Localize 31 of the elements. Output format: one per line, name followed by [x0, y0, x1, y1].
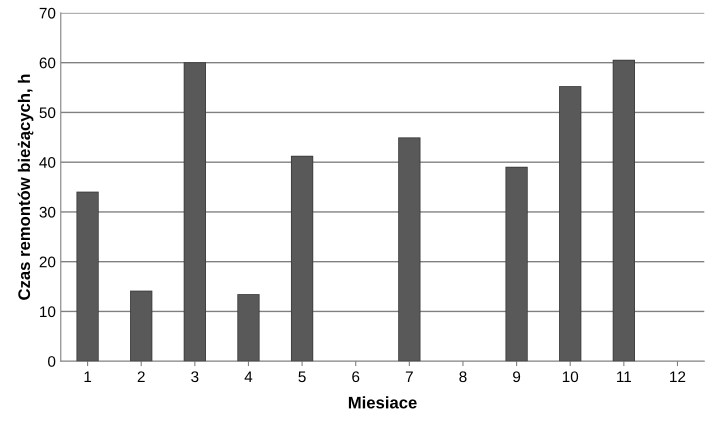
- y-axis-title: Czas remontów bieżących, h: [18, 74, 34, 300]
- bar: [184, 62, 206, 362]
- x-tick-label: 10: [562, 371, 578, 382]
- bar: [559, 86, 582, 362]
- x-tick-label: 8: [459, 371, 467, 382]
- x-tick-label: 11: [617, 371, 632, 382]
- x-tick-label: 6: [352, 371, 360, 382]
- bar: [398, 137, 420, 362]
- y-tick-label: 40: [39, 157, 56, 168]
- x-tick-label: 5: [298, 371, 306, 382]
- x-tick-label: 4: [244, 371, 252, 382]
- x-tick-label: 7: [406, 371, 413, 382]
- bar: [76, 192, 99, 362]
- y-tick-label: 0: [48, 356, 56, 367]
- x-axis-title: Miesiace: [348, 396, 417, 409]
- x-tick-label: 3: [191, 371, 198, 382]
- bar: [237, 294, 260, 362]
- y-tick-label: 70: [40, 8, 56, 19]
- bar: [290, 156, 314, 362]
- x-tick-label: 1: [84, 371, 92, 382]
- y-tick-label: 20: [40, 256, 56, 268]
- bar: [612, 60, 635, 362]
- y-tick-label: 50: [40, 107, 56, 118]
- y-tick-label: 10: [40, 306, 56, 318]
- x-tick-label: 12: [670, 371, 686, 382]
- x-tick-label: 2: [138, 371, 145, 382]
- bar: [505, 166, 528, 362]
- y-tick-label: 60: [40, 58, 56, 68]
- y-tick-label: 30: [40, 206, 56, 218]
- x-tick-label: 9: [513, 371, 520, 382]
- bar: [130, 290, 152, 362]
